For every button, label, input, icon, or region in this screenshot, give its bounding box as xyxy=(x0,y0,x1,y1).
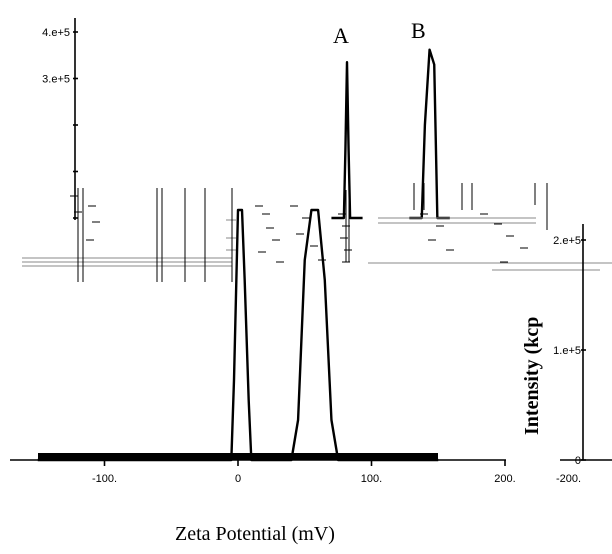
peak-label-b: B xyxy=(411,18,426,43)
right-y-tick-label: 2.e+5 xyxy=(553,235,581,247)
overlay-chart: 3.e+5 4.e+5 A B xyxy=(42,18,450,220)
peak-label-a: A xyxy=(333,23,349,48)
right-x-tick-label: -200. xyxy=(556,473,581,485)
overlay-peak-a xyxy=(331,62,362,218)
main-traces xyxy=(38,210,439,460)
main-x-tick-label: -100. xyxy=(92,473,117,485)
overlay-peak-b xyxy=(409,50,450,218)
overlay-y-ticks: 3.e+5 4.e+5 xyxy=(42,27,78,218)
right-y-tick-label: 1.e+5 xyxy=(553,345,581,357)
right-y-axis-title: Intensity (kcp xyxy=(521,317,543,435)
right-y-tick-label: 0 xyxy=(575,455,581,467)
x-axis-title: Zeta Potential (mV) xyxy=(175,523,335,545)
main-chart: -100. 0 100. 200. Zeta Potential (mV) xyxy=(10,210,516,545)
main-x-tick-label: 100. xyxy=(361,473,382,485)
overlay-y-tick-label: 3.e+5 xyxy=(42,74,70,86)
overlay-artifacts xyxy=(22,183,612,282)
main-x-tick-label: 200. xyxy=(494,473,515,485)
main-x-ticks: -100. 0 100. 200. xyxy=(92,460,516,485)
baseline-band xyxy=(38,453,438,460)
zeta-trace xyxy=(38,210,439,460)
overlay-y-tick-label: 4.e+5 xyxy=(42,27,70,39)
main-x-tick-label: 0 xyxy=(235,473,241,485)
